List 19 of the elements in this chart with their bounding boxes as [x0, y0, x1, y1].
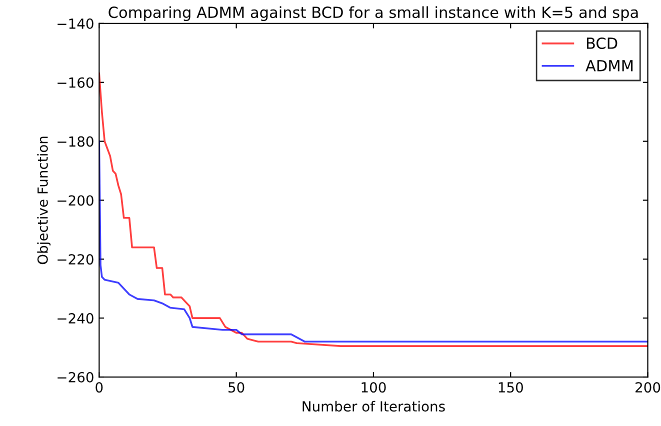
y-tick-label: −240 [58, 313, 94, 324]
x-tick-label: 0 [96, 382, 103, 393]
y-tick-label: −180 [58, 136, 94, 147]
x-tick-label: 200 [636, 382, 660, 393]
y-tick-label: −140 [58, 18, 94, 29]
x-tick-label: 150 [498, 382, 523, 393]
y-tick-label: −160 [58, 77, 94, 88]
x-tick-label: 50 [228, 382, 244, 393]
line-series [99, 72, 648, 347]
chart-title: Comparing ADMM against BCD for a small instance with K=5 and spa [108, 6, 638, 22]
line-series [99, 140, 648, 343]
y-axis-title: Objective Function [37, 136, 51, 264]
y-tick-label: −200 [58, 195, 94, 206]
y-tick-label: −260 [58, 372, 94, 382]
legend-label: BCD [586, 37, 618, 50]
legend-label: ADMM [586, 60, 633, 72]
x-tick-label: 100 [362, 382, 386, 393]
x-axis-title: Number of Iterations [302, 400, 445, 412]
y-tick-label: −220 [58, 254, 94, 265]
